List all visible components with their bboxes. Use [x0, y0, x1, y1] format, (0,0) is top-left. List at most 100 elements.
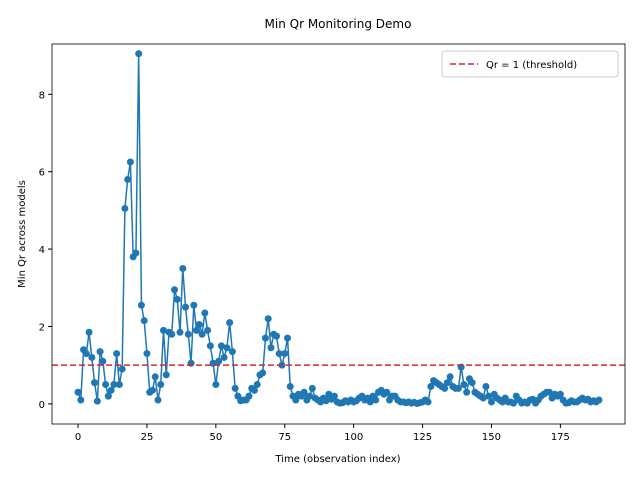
data-point [306, 392, 314, 400]
data-point [275, 350, 283, 358]
data-point [482, 382, 490, 390]
data-point [463, 388, 471, 396]
data-point [272, 332, 280, 340]
data-point [545, 388, 553, 396]
data-point [82, 350, 90, 358]
data-point [124, 175, 132, 183]
data-point [168, 330, 176, 338]
data-point [204, 326, 212, 334]
data-point [91, 379, 99, 387]
x-tick-label: 75 [278, 432, 291, 443]
data-point [157, 381, 165, 389]
data-point [284, 334, 292, 342]
data-point [159, 326, 167, 334]
y-tick-label: 4 [39, 245, 45, 256]
data-point [226, 319, 234, 327]
data-point [366, 398, 374, 406]
data-point [102, 381, 110, 389]
data-point [99, 357, 107, 365]
data-point [121, 204, 129, 212]
data-point [259, 369, 267, 377]
data-point [424, 398, 432, 406]
data-point [193, 326, 201, 334]
x-tick-label: 175 [551, 432, 570, 443]
y-tick-label: 6 [39, 168, 45, 179]
data-point [427, 382, 435, 390]
data-point [182, 303, 190, 311]
data-point [267, 344, 275, 352]
data-point [206, 342, 214, 350]
data-point [460, 381, 468, 389]
data-point [441, 384, 449, 392]
y-tick-label: 8 [39, 90, 45, 101]
legend-box [441, 50, 619, 78]
data-point [173, 295, 181, 303]
data-point [556, 390, 564, 398]
axes-frame [51, 43, 626, 425]
y-tick-label: 0 [39, 400, 45, 411]
data-point [228, 348, 236, 356]
data-point [372, 396, 380, 404]
data-point [107, 386, 115, 394]
data-point [201, 309, 209, 317]
legend-label: Qr = 1 (threshold) [486, 60, 577, 71]
data-point [135, 50, 143, 58]
data-line [77, 53, 600, 405]
x-tick-label: 50 [209, 432, 222, 443]
data-point [443, 379, 451, 387]
data-point [468, 379, 476, 387]
data-point [487, 398, 495, 406]
chart-title: Min Qr Monitoring Demo [265, 17, 412, 31]
data-point [300, 388, 308, 396]
data-point [93, 397, 101, 405]
data-point [154, 396, 162, 404]
data-point [176, 328, 184, 336]
data-point [126, 158, 134, 166]
data-point [595, 396, 603, 404]
data-point [485, 392, 493, 400]
x-tick-label: 125 [413, 432, 432, 443]
x-tick-label: 0 [75, 432, 81, 443]
data-point [212, 381, 220, 389]
data-point [231, 384, 239, 392]
data-point [162, 371, 170, 379]
data-point [171, 286, 179, 294]
data-point [286, 382, 294, 390]
data-point [198, 330, 206, 338]
data-point [245, 392, 253, 400]
data-point [179, 264, 187, 272]
data-point [217, 342, 225, 350]
data-point [446, 373, 454, 381]
data-point [115, 381, 123, 389]
data-point [137, 301, 145, 309]
data-point [292, 396, 300, 404]
data-point [113, 350, 121, 358]
y-axis-label: Min Qr across models [17, 180, 28, 288]
data-point [143, 350, 151, 358]
data-point [281, 350, 289, 358]
data-point [264, 315, 272, 323]
data-point [132, 249, 140, 257]
data-point [118, 365, 126, 373]
data-point [195, 321, 203, 329]
data-point [383, 388, 391, 396]
data-point [215, 357, 223, 365]
data-point [330, 392, 338, 400]
data-point [454, 384, 462, 392]
data-point [85, 328, 93, 336]
x-tick-label: 25 [141, 432, 154, 443]
y-tick-label: 2 [39, 322, 45, 333]
data-point [148, 386, 156, 394]
data-point [510, 399, 518, 407]
x-tick-label: 150 [482, 432, 501, 443]
data-point [96, 348, 104, 356]
data-point [140, 317, 148, 325]
data-point [261, 334, 269, 342]
data-point [479, 394, 487, 402]
data-point [184, 330, 192, 338]
data-point [190, 301, 198, 309]
data-point [77, 396, 85, 404]
x-tick-label: 100 [344, 432, 363, 443]
data-point [110, 381, 118, 389]
data-point [322, 397, 330, 405]
